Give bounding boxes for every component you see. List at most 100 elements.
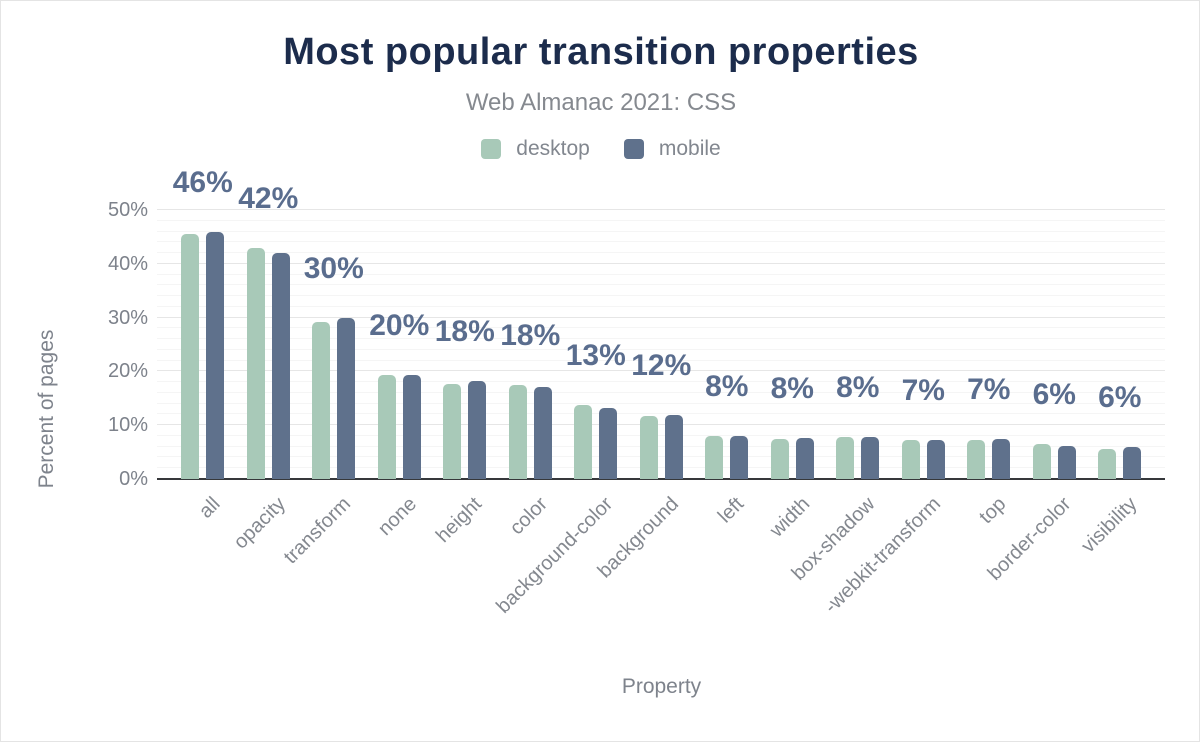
x-axis-line <box>157 478 1165 480</box>
legend: desktop mobile <box>1 137 1199 161</box>
minor-gridline-32 <box>157 305 1165 307</box>
major-gridline-20 <box>157 370 1165 372</box>
y-tick-label-10: 10% <box>107 414 148 437</box>
value-label-top: 7% <box>967 373 1011 407</box>
major-gridline-50 <box>157 209 1165 210</box>
x-tick-label-visibility: visibility <box>1077 493 1142 558</box>
value-label-width: 8% <box>770 372 814 406</box>
minor-gridline-14 <box>157 402 1165 404</box>
minor-gridline-16 <box>157 391 1165 393</box>
bar-desktop-left <box>705 435 724 479</box>
value-label-background-color: 13% <box>565 339 626 373</box>
bar-mobile--webkit-transform <box>926 439 945 479</box>
bar-mobile-box-shadow <box>861 437 880 479</box>
y-tick-label-40: 40% <box>107 252 148 275</box>
bar-desktop-transform <box>312 321 331 479</box>
bar-mobile-width <box>795 438 814 479</box>
value-label-box-shadow: 8% <box>836 371 880 405</box>
bar-desktop-visibility <box>1098 449 1117 479</box>
x-tick-label--webkit-transform: -webkit-transform <box>820 493 945 618</box>
legend-swatch-mobile <box>623 139 644 159</box>
minor-gridline-22 <box>157 359 1165 361</box>
bar-mobile-background <box>664 414 683 479</box>
value-label-color: 18% <box>500 318 561 352</box>
bar-desktop--webkit-transform <box>901 439 920 479</box>
bar-desktop-box-shadow <box>836 437 855 479</box>
x-tick-label-color: color <box>505 493 552 540</box>
bar-mobile-visibility <box>1123 447 1142 479</box>
bar-desktop-border-color <box>1032 443 1051 479</box>
legend-label-mobile: mobile <box>658 137 721 160</box>
major-gridline-30 <box>157 316 1165 318</box>
value-label-none: 20% <box>369 308 430 342</box>
plot-area: 0% 10% 20% 30% 40% 50% 46% all 42% opacity 30% tran… <box>108 168 1165 618</box>
bar-desktop-background-color <box>574 405 593 479</box>
bar-desktop-top <box>967 439 986 479</box>
y-tick-label-50: 50% <box>107 199 148 221</box>
bar-mobile-opacity <box>271 252 290 479</box>
minor-gridline-44 <box>157 241 1165 243</box>
minor-gridline-38 <box>157 273 1165 275</box>
chart-title: Most popular transition properties <box>283 31 919 73</box>
y-tick-label-20: 20% <box>107 360 148 383</box>
minor-gridline-34 <box>157 295 1165 297</box>
minor-gridline-46 <box>157 230 1165 232</box>
x-tick-label-transform: transform <box>280 493 356 569</box>
minor-gridline-28 <box>157 327 1165 329</box>
bar-desktop-height <box>443 384 462 479</box>
bar-desktop-opacity <box>246 247 265 479</box>
value-label-opacity: 42% <box>238 181 299 215</box>
y-tick-label-0: 0% <box>119 468 148 490</box>
value-label-height: 18% <box>434 314 495 348</box>
y-tick-label-30: 30% <box>107 306 148 329</box>
legend-item-desktop[interactable]: desktop <box>481 137 590 161</box>
legend-swatch-desktop <box>481 139 502 159</box>
minor-gridline-48 <box>157 219 1165 221</box>
bar-mobile-height <box>468 380 487 479</box>
minor-gridline-24 <box>157 348 1165 350</box>
bar-mobile-left <box>730 435 749 479</box>
major-gridline-40 <box>157 262 1165 264</box>
bar-mobile-background-color <box>599 407 618 479</box>
x-tick-label-width: width <box>765 493 814 542</box>
minor-gridline-4 <box>157 456 1165 458</box>
x-tick-label-none: none <box>373 493 421 541</box>
bar-desktop-color <box>508 384 527 479</box>
bar-desktop-none <box>377 375 396 479</box>
minor-gridline-36 <box>157 284 1165 286</box>
legend-item-mobile[interactable]: mobile <box>623 137 721 161</box>
chart-subtitle: Web Almanac 2021: CSS <box>465 89 737 116</box>
bar-mobile-none <box>402 374 421 479</box>
bar-desktop-background <box>639 415 658 479</box>
minor-gridline-8 <box>157 434 1165 436</box>
bar-mobile-transform <box>337 317 356 479</box>
value-label-border-color: 6% <box>1032 377 1076 411</box>
x-tick-label-height: height <box>432 493 487 548</box>
bar-mobile-border-color <box>1057 445 1076 479</box>
minor-gridline-12 <box>157 413 1165 415</box>
minor-gridline-42 <box>157 252 1165 254</box>
x-tick-label-left: left <box>713 493 749 528</box>
bar-desktop-all <box>181 234 200 479</box>
x-tick-label-top: top <box>975 493 1011 529</box>
minor-gridline-26 <box>157 338 1165 340</box>
x-tick-label-all: all <box>194 493 225 523</box>
minor-gridline-2 <box>157 467 1165 469</box>
value-label-left: 8% <box>705 369 749 403</box>
value-label-all: 46% <box>172 166 233 200</box>
value-label-background: 12% <box>631 348 692 382</box>
x-axis-title: Property <box>621 675 702 698</box>
value-label--webkit-transform: 7% <box>901 373 945 407</box>
x-tick-label-opacity: opacity <box>229 493 290 554</box>
value-label-transform: 30% <box>303 251 364 285</box>
bar-mobile-top <box>992 439 1011 479</box>
minor-gridline-18 <box>157 381 1165 383</box>
legend-label-desktop: desktop <box>516 137 590 160</box>
y-axis-title: Percent of pages <box>35 329 58 489</box>
bar-mobile-all <box>206 232 225 479</box>
major-gridline-10 <box>157 424 1165 426</box>
bar-desktop-width <box>770 439 789 479</box>
x-tick-label-background-color: background-color <box>492 493 618 618</box>
value-label-visibility: 6% <box>1098 381 1142 415</box>
